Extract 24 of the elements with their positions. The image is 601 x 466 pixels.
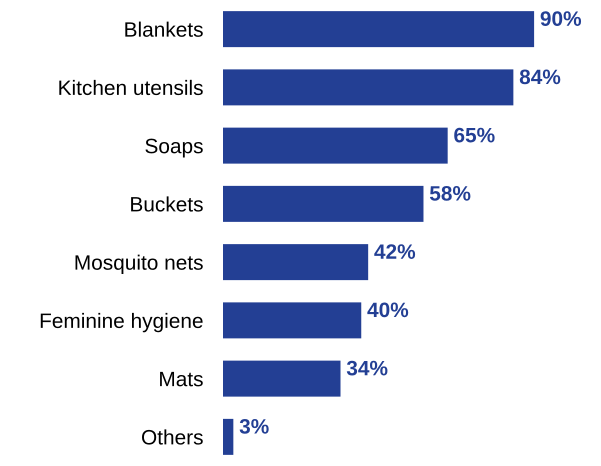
y-tick-label: Kitchen utensils [59,80,203,96]
data-label: 42% [374,244,416,259]
data-label: 34% [346,360,388,376]
y-tick-label: Mosquito nets [76,254,203,274]
bar [222,244,368,280]
bar [222,11,534,48]
y-tick-label: Buckets [131,196,203,212]
data-label: 40% [367,302,408,318]
y-tick-label: Soaps [145,138,203,158]
data-label: 84% [520,69,560,84]
data-label: 90% [540,11,582,26]
bar [222,418,234,455]
y-tick-label: Others [142,429,203,445]
bar [222,302,362,338]
data-label: 3% [240,418,269,434]
y-tick-label: Blankets [125,22,203,37]
data-label: 58% [430,186,470,201]
y-tick-label: Feminine hygiene [40,312,203,332]
bar [222,360,341,397]
bar [222,128,448,164]
bar [222,69,514,106]
y-tick-label: Mats [160,372,203,386]
data-label: 65% [454,128,495,142]
bar [222,186,424,222]
